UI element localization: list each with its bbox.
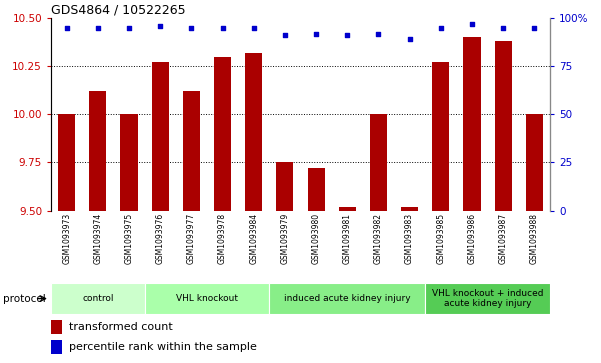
Text: GSM1093979: GSM1093979	[281, 213, 290, 264]
Text: GSM1093975: GSM1093975	[124, 213, 133, 264]
Text: VHL knockout + induced
acute kidney injury: VHL knockout + induced acute kidney inju…	[432, 289, 543, 308]
Text: induced acute kidney injury: induced acute kidney injury	[284, 294, 410, 303]
Point	[280, 33, 290, 38]
Point	[249, 25, 258, 30]
Bar	[308, 168, 325, 211]
Text: GDS4864 / 10522265: GDS4864 / 10522265	[51, 4, 186, 17]
Point	[218, 25, 227, 30]
Bar	[276, 162, 293, 211]
Point	[498, 25, 508, 30]
Bar	[214, 57, 231, 211]
Bar	[183, 91, 200, 211]
Point	[343, 33, 352, 38]
Text: GSM1093986: GSM1093986	[468, 213, 477, 264]
Bar	[526, 114, 543, 211]
Text: percentile rank within the sample: percentile rank within the sample	[69, 342, 257, 352]
Bar	[401, 207, 418, 211]
Text: GSM1093974: GSM1093974	[93, 213, 102, 264]
Text: GSM1093987: GSM1093987	[499, 213, 508, 264]
Text: protocol: protocol	[3, 294, 46, 303]
Bar	[432, 62, 450, 211]
Bar	[58, 114, 75, 211]
Bar	[245, 53, 262, 211]
Point	[311, 30, 321, 36]
Bar	[51, 320, 62, 334]
Point	[374, 30, 383, 36]
Text: VHL knockout: VHL knockout	[176, 294, 238, 303]
Bar	[145, 283, 269, 314]
Bar	[339, 207, 356, 211]
Point	[93, 25, 103, 30]
Point	[186, 25, 196, 30]
Bar	[495, 41, 511, 211]
Bar	[120, 114, 138, 211]
Point	[405, 36, 415, 42]
Text: GSM1093983: GSM1093983	[405, 213, 414, 264]
Bar	[370, 114, 387, 211]
Text: GSM1093981: GSM1093981	[343, 213, 352, 264]
Text: GSM1093976: GSM1093976	[156, 213, 165, 264]
Bar	[90, 91, 106, 211]
Text: GSM1093985: GSM1093985	[436, 213, 445, 264]
Text: control: control	[82, 294, 114, 303]
Point	[529, 25, 539, 30]
Point	[436, 25, 445, 30]
Text: GSM1093973: GSM1093973	[62, 213, 71, 264]
Text: transformed count: transformed count	[69, 322, 172, 332]
Point	[467, 21, 477, 27]
Bar	[151, 62, 169, 211]
Text: GSM1093984: GSM1093984	[249, 213, 258, 264]
Text: GSM1093988: GSM1093988	[530, 213, 539, 264]
Bar	[426, 283, 550, 314]
Text: GSM1093977: GSM1093977	[187, 213, 196, 264]
Bar	[463, 37, 481, 211]
Text: GSM1093982: GSM1093982	[374, 213, 383, 264]
Point	[62, 25, 72, 30]
Point	[124, 25, 134, 30]
Bar	[51, 283, 145, 314]
Text: GSM1093980: GSM1093980	[311, 213, 320, 264]
Text: GSM1093978: GSM1093978	[218, 213, 227, 264]
Bar	[51, 340, 62, 354]
Point	[156, 23, 165, 29]
Bar	[269, 283, 426, 314]
